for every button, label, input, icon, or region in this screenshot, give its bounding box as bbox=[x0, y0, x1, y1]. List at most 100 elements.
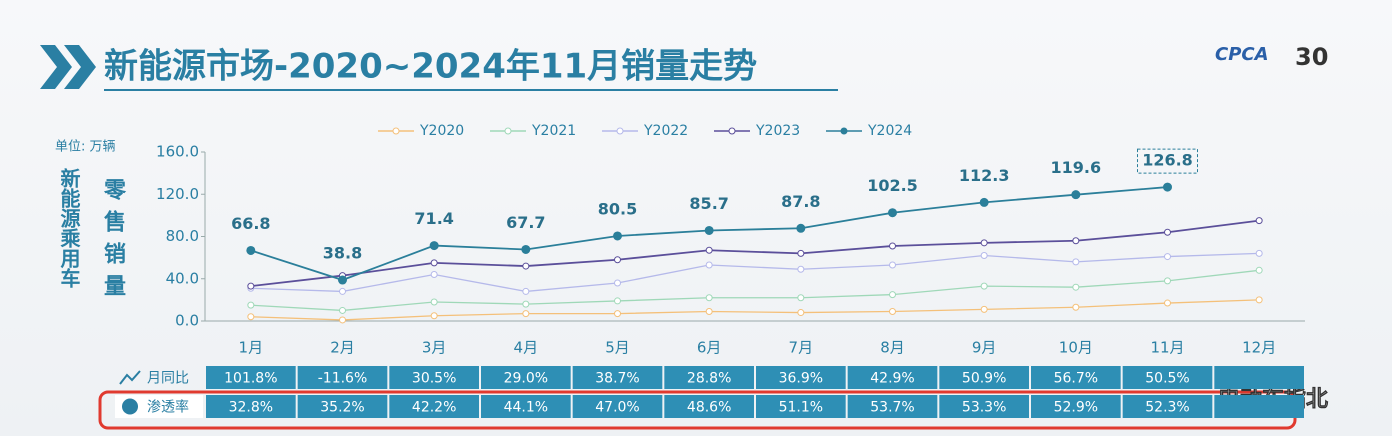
cell-text: 29.0% bbox=[504, 371, 548, 387]
table-cell bbox=[1122, 366, 1213, 389]
point bbox=[338, 275, 347, 285]
cell-text: 30.5% bbox=[412, 371, 456, 387]
legend-marker bbox=[392, 127, 400, 135]
point bbox=[522, 262, 530, 270]
cell-text: 56.7% bbox=[1054, 371, 1098, 387]
point bbox=[522, 300, 530, 308]
point bbox=[888, 208, 897, 218]
point bbox=[796, 223, 806, 233]
point bbox=[614, 297, 621, 305]
data-label: 87.8 bbox=[781, 192, 820, 211]
point bbox=[429, 241, 439, 251]
label-box bbox=[1137, 148, 1198, 174]
y-axis-label: 新能源乘用车 bbox=[57, 168, 81, 288]
data-label: 85.7 bbox=[689, 194, 728, 213]
table-cell bbox=[847, 366, 938, 389]
point bbox=[705, 246, 713, 254]
logo: CPCA bbox=[1215, 44, 1269, 65]
cell-text: 48.6% bbox=[687, 400, 731, 416]
point bbox=[889, 242, 896, 250]
table-cell bbox=[206, 395, 296, 418]
x-tick-label: 9月 bbox=[972, 339, 997, 357]
table-cell bbox=[664, 395, 754, 418]
point bbox=[614, 279, 621, 287]
point bbox=[247, 282, 255, 290]
x-tick-label: 3月 bbox=[422, 339, 447, 357]
cell-text: 28.8% bbox=[687, 371, 731, 387]
cell-text: 52.3% bbox=[1145, 400, 1189, 416]
cell-text: 38.7% bbox=[595, 371, 639, 387]
point bbox=[430, 259, 438, 267]
point bbox=[797, 249, 805, 257]
point bbox=[980, 305, 988, 313]
table-cell bbox=[1031, 366, 1121, 389]
cell-text: 42.2% bbox=[412, 400, 456, 416]
point bbox=[247, 301, 255, 309]
table-cell bbox=[297, 395, 388, 418]
data-label: 112.3 bbox=[959, 166, 1010, 185]
series-line bbox=[250, 299, 1260, 321]
point bbox=[522, 310, 530, 318]
point bbox=[1164, 277, 1171, 285]
cell-text: 44.1% bbox=[504, 400, 548, 416]
point bbox=[246, 245, 256, 255]
x-tick-label: 12月 bbox=[1242, 339, 1276, 357]
unit-label: 单位: 万辆 bbox=[55, 140, 116, 155]
chevron bbox=[64, 45, 96, 89]
table-cell bbox=[939, 395, 1029, 418]
y-tick-label: 80.0 bbox=[166, 227, 199, 245]
cell-text: -11.6% bbox=[318, 371, 368, 387]
point bbox=[339, 306, 346, 314]
legend-marker bbox=[728, 127, 736, 135]
point bbox=[797, 309, 805, 317]
point bbox=[1164, 299, 1171, 307]
table-cell bbox=[389, 366, 479, 389]
point bbox=[705, 261, 713, 269]
cell-text: 50.5% bbox=[1145, 371, 1189, 387]
y-axis-label: 零售销量 bbox=[100, 178, 125, 306]
legend-label: Y2020 bbox=[419, 123, 464, 139]
point bbox=[797, 265, 805, 273]
data-label: 119.6 bbox=[1051, 158, 1102, 177]
cell-text: 47.0% bbox=[595, 400, 639, 416]
point bbox=[613, 231, 622, 241]
logo-anniversary: 30 bbox=[1295, 43, 1328, 71]
y-tick-label: 40.0 bbox=[166, 269, 199, 287]
x-tick-label: 4月 bbox=[514, 339, 539, 357]
table-cell bbox=[572, 366, 663, 389]
cell-text: 50.9% bbox=[962, 371, 1006, 387]
table-cell bbox=[1214, 395, 1304, 418]
cell-text: 42.9% bbox=[870, 371, 914, 387]
point bbox=[1164, 228, 1171, 236]
legend-marker bbox=[504, 127, 512, 135]
point bbox=[980, 252, 988, 260]
table-cell bbox=[756, 395, 846, 418]
point bbox=[522, 287, 530, 295]
point bbox=[797, 294, 805, 302]
point bbox=[339, 316, 346, 324]
x-tick-label: 11月 bbox=[1150, 339, 1184, 357]
row-label-bg bbox=[115, 395, 203, 418]
data-label: 80.5 bbox=[598, 199, 637, 218]
legend-label: Y2024 bbox=[867, 123, 912, 139]
point bbox=[1255, 266, 1263, 274]
point bbox=[430, 298, 438, 306]
x-tick-label: 7月 bbox=[789, 339, 814, 357]
y-tick-label: 120.0 bbox=[156, 185, 199, 203]
table-cell bbox=[939, 366, 1029, 389]
point bbox=[1164, 253, 1171, 261]
point bbox=[1255, 249, 1263, 257]
point bbox=[521, 244, 531, 254]
point bbox=[614, 256, 621, 264]
point bbox=[889, 261, 896, 269]
point bbox=[1072, 237, 1080, 245]
point bbox=[1072, 303, 1080, 311]
cell-text: 32.8% bbox=[229, 400, 273, 416]
point bbox=[705, 294, 713, 302]
data-label: 38.8 bbox=[323, 244, 362, 263]
x-tick-label: 6月 bbox=[697, 339, 722, 357]
legend-marker bbox=[616, 127, 624, 135]
cell-text: 53.7% bbox=[870, 400, 914, 416]
